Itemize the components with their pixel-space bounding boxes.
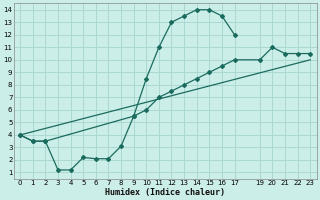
- X-axis label: Humidex (Indice chaleur): Humidex (Indice chaleur): [105, 188, 225, 197]
